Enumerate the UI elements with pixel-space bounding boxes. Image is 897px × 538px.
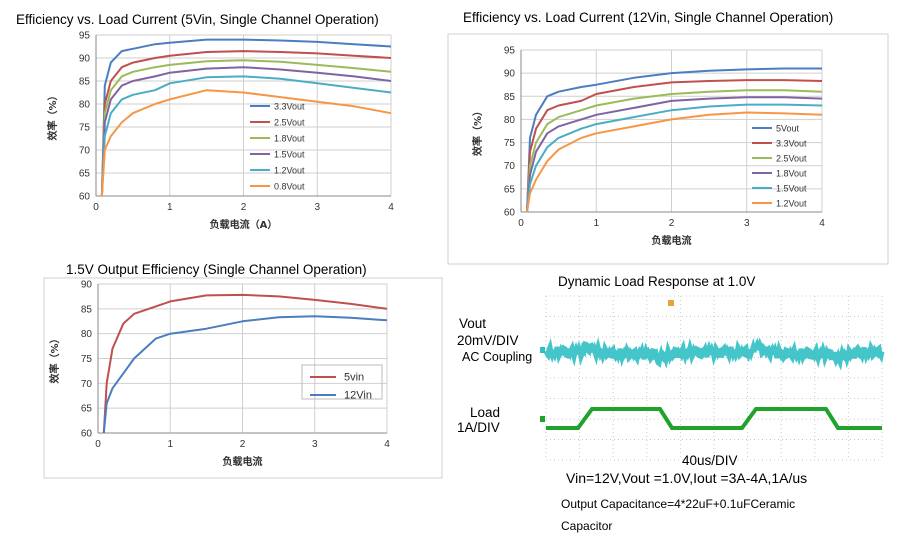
chart1-legend-label: 1.5Vout: [274, 150, 305, 160]
chart2-xtick-label: 1: [593, 218, 599, 229]
chart3-ytick-label: 70: [81, 379, 93, 390]
chart3-ytick-label: 80: [81, 329, 93, 340]
scope-conditions: Vin=12V,Vout =1.0V,Iout =3A-4A,1A/us: [566, 470, 808, 486]
chart1-xtick-label: 3: [314, 202, 320, 213]
chart1-legend-label: 1.8Vout: [274, 134, 305, 144]
chart1-legend-label: 0.8Vout: [274, 182, 305, 192]
scope-ch2-label-1: Load: [470, 405, 501, 420]
chart1-series-line: [100, 89, 392, 197]
chart2-xlabel: 负载电流: [652, 234, 692, 247]
chart2-xtick-label: 4: [819, 218, 825, 229]
chart2-ytick-label: 85: [504, 92, 516, 103]
scope-ch1-marker: [540, 347, 545, 353]
chart1-legend-label: 1.2Vout: [274, 166, 305, 176]
chart1-legend-label: 3.3Vout: [274, 102, 305, 112]
chart1-ytick-label: 60: [79, 192, 91, 203]
chart3-xlabel: 负载电流: [223, 455, 263, 468]
chart2-series-line: [526, 103, 823, 213]
chart3-frame: [43, 277, 443, 479]
chart3-xtick-label: 1: [167, 439, 173, 450]
chart1-ytick-label: 85: [79, 77, 91, 88]
chart1-ytick-label: 65: [79, 169, 91, 180]
chart3-xtick-label: 3: [312, 439, 318, 450]
chart3-title: 1.5V Output Efficiency (Single Channel O…: [66, 262, 367, 277]
chart2-xtick-label: 0: [518, 218, 524, 229]
chart3-ytick-label: 65: [81, 404, 93, 415]
scope-load-trace: [546, 407, 882, 430]
chart3-series-line: [102, 315, 388, 434]
chart2-xtick-label: 2: [669, 218, 675, 229]
chart2-xtick-label: 3: [744, 218, 750, 229]
chart1-xlabel: 负载电流（A）: [210, 218, 278, 231]
chart2-series-line: [526, 96, 823, 213]
chart2-ytick-label: 60: [504, 208, 516, 219]
chart1-ytick-label: 70: [79, 146, 91, 157]
scope-ch1-label-3: AC Coupling: [462, 350, 533, 364]
chart3-ylabel: 效率（%）: [48, 333, 61, 383]
chart1-ytick-label: 95: [79, 31, 91, 42]
chart2-legend-label: 1.8Vout: [776, 169, 807, 179]
chart2-ytick-label: 75: [504, 138, 516, 149]
scope-screen: [546, 296, 882, 460]
chart1-ytick-label: 90: [79, 54, 91, 65]
chart2-legend-label: 5Vout: [776, 124, 800, 134]
chart1-series-line: [100, 38, 392, 197]
scope-caption-2: Capacitor: [561, 519, 613, 533]
chart1-ylabel: 效率（%）: [46, 90, 59, 140]
chart2-ytick-label: 65: [504, 184, 516, 195]
chart2-ytick-label: 90: [504, 69, 516, 80]
scope-ch1-label-2: 20mV/DIV: [457, 333, 519, 348]
chart1-series-line: [100, 59, 392, 197]
chart3-xtick-label: 2: [240, 439, 246, 450]
chart2-legend-label: 3.3Vout: [776, 139, 807, 149]
chart3-ytick-label: 85: [81, 304, 93, 315]
scope-ch2-marker: [540, 416, 545, 422]
chart3-xtick-label: 4: [384, 439, 390, 450]
chart2-legend-label: 1.2Vout: [776, 199, 807, 209]
chart1-series-line: [100, 75, 392, 197]
chart1-ytick-label: 80: [79, 100, 91, 111]
scope-vout-trace: [543, 337, 885, 371]
chart2-series-line: [526, 79, 823, 213]
chart1-series-line: [100, 66, 392, 197]
chart2-series-line: [526, 89, 823, 213]
scope-title: Dynamic Load Response at 1.0V: [558, 274, 756, 289]
scope-trigger-marker: [668, 300, 674, 306]
scope-ch1-label-1: Vout: [459, 316, 487, 331]
chart3-legend-box: [301, 364, 383, 400]
chart1-xtick-label: 2: [241, 202, 247, 213]
chart2-ytick-label: 95: [504, 46, 516, 57]
chart2-frame: [447, 33, 889, 265]
chart2-series-line: [526, 67, 822, 213]
chart3-legend-label: 5vin: [344, 372, 364, 384]
chart2-ylabel: 效率（%）: [471, 106, 484, 156]
chart1-xtick-label: 0: [93, 202, 99, 213]
chart1-xtick-label: 1: [167, 202, 173, 213]
chart3-legend-label: 12Vin: [344, 390, 372, 402]
chart1-legend-label: 2.5Vout: [274, 118, 305, 128]
scope-caption-1: Output Capacitance=4*22uF+0.1uFCeramic: [561, 497, 796, 511]
chart1-series-line: [100, 50, 392, 197]
chart3-ytick-label: 75: [81, 354, 93, 365]
chart2-ytick-label: 80: [504, 115, 516, 126]
chart2-legend-label: 2.5Vout: [776, 154, 807, 164]
chart3-ytick-label: 90: [81, 280, 93, 291]
chart1-xtick-label: 4: [388, 202, 394, 213]
chart3-xtick-label: 0: [95, 439, 101, 450]
scope-ch2-label-2: 1A/DIV: [457, 420, 500, 435]
chart1-ytick-label: 75: [79, 123, 91, 134]
chart2-title: Efficiency vs. Load Current (12Vin, Sing…: [463, 10, 834, 25]
scope-timebase: 40us/DIV: [682, 453, 738, 468]
chart1-title: Efficiency vs. Load Current (5Vin, Singl…: [16, 12, 379, 27]
chart2-ytick-label: 70: [504, 161, 516, 172]
chart2-series-line: [526, 111, 823, 213]
chart2-legend-label: 1.5Vout: [776, 184, 807, 194]
chart3-series-line: [102, 293, 388, 434]
chart3-ytick-label: 60: [81, 429, 93, 440]
